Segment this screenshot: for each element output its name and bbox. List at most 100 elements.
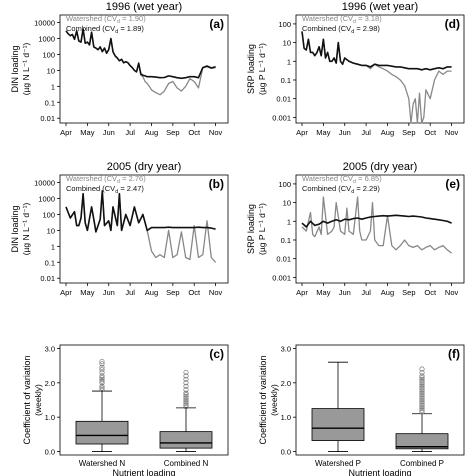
legend-combined: Combined (CVd = 2.29) [302, 184, 380, 195]
x-tick-label: Sep [402, 288, 415, 297]
box-outlier [419, 375, 425, 381]
box-outlier [99, 369, 105, 376]
box-outlier [99, 367, 105, 373]
y-axis-unit-label: (µg N L⁻¹ d⁻¹) [21, 203, 31, 256]
y-axis-unit-label: (µg N L⁻¹ d⁻¹) [21, 43, 31, 96]
y-axis-unit-label: (weekly) [269, 384, 279, 416]
box-outlier [419, 373, 425, 379]
box-outlier [419, 400, 425, 406]
x-tick-label: Jun [339, 288, 351, 297]
x-tick-label: Nov [209, 128, 223, 137]
x-tick-label: Jun [103, 288, 115, 297]
box-outlier [419, 387, 425, 393]
panel-c: (c) 0.0 1.0 2.0 3.0 Coefficient of variation(… [22, 344, 229, 476]
panel-a: 1996 (wet year) (a) 10000 1000 100 10 1 0.1 0.01… [10, 1, 229, 137]
box-iqr [159, 431, 213, 449]
y-tick-label: 3.0 [45, 344, 55, 353]
series-line-combined [65, 190, 216, 233]
box-outlier [419, 402, 425, 408]
box-outlier [419, 394, 425, 400]
box-outlier [99, 387, 105, 393]
panel-letter: (f) [448, 347, 460, 361]
box-outlier [99, 383, 105, 389]
y-tick-label: 1000 [38, 35, 55, 44]
panel-b: 2005 (dry year) (b) 10000 1000 100 10 1 0.1 0.01… [10, 161, 229, 297]
box-outlier [419, 406, 425, 412]
legend-watershed: Watershed (CVd = 6.85) [302, 174, 382, 185]
y-tick-label: 100 [278, 20, 291, 29]
y-axis-label: DIN loading [10, 45, 20, 92]
panel-title: 2005 (dry year) [343, 161, 418, 173]
y-axis-unit-label: (weekly) [33, 384, 43, 416]
y-tick-label: 0.1 [45, 98, 55, 107]
box-outlier [419, 378, 425, 384]
box-outlier [183, 390, 189, 396]
x-tick-label: Apr [60, 128, 72, 137]
box-outlier [183, 376, 189, 382]
x-tick-label: Jun [103, 128, 115, 137]
y-tick-label: 10 [47, 226, 55, 235]
y-tick-label: 0.1 [281, 236, 291, 245]
box-outlier [183, 380, 189, 386]
y-tick-label: 10 [47, 66, 55, 75]
box-outlier [419, 407, 425, 413]
x-tick-label: Jul [361, 288, 371, 297]
box-outlier [419, 369, 425, 376]
box-outlier [419, 390, 425, 396]
x-tick-label: Oct [188, 288, 201, 297]
y-axis-label: SRP loading [246, 204, 256, 254]
box-outlier [419, 397, 425, 403]
x-tick-label: May [80, 128, 94, 137]
box-outlier [419, 376, 425, 382]
x-tick-label: Jul [361, 128, 371, 137]
y-tick-label: 0.01 [40, 274, 55, 283]
panel-letter: (c) [209, 347, 224, 361]
x-tick-label: Aug [145, 288, 158, 297]
y-tick-label: 2.0 [45, 379, 55, 388]
box-outlier [183, 394, 189, 400]
x-tick-label: Nov [209, 288, 223, 297]
y-tick-label: 0.1 [45, 258, 55, 267]
box-outlier [419, 383, 425, 389]
y-tick-label: 1 [287, 217, 291, 226]
box-outlier [99, 376, 105, 382]
y-tick-label: 0.01 [276, 95, 291, 104]
box-outlier [99, 358, 105, 365]
box-iqr [395, 433, 449, 450]
plot-frame [295, 174, 465, 284]
y-tick-label: 100 [42, 210, 55, 219]
y-tick-label: 0.001 [272, 273, 291, 282]
box-outlier [419, 385, 425, 391]
box-outlier [183, 392, 189, 398]
box-iqr [75, 420, 129, 445]
box-outlier [419, 395, 425, 401]
y-axis-unit-label: (µg P L⁻¹ d⁻¹) [257, 203, 267, 255]
box-outlier [183, 369, 189, 376]
box-outlier [183, 399, 189, 405]
x-tick-label: May [80, 288, 94, 297]
y-tick-label: 100 [278, 180, 291, 189]
y-axis-label: SRP loading [246, 44, 256, 94]
x-tick-label: Sep [166, 128, 179, 137]
y-tick-label: 10000 [34, 19, 55, 28]
box-outlier [419, 409, 425, 415]
x-axis-label: Nutrient loading [348, 468, 411, 476]
x-category-label: Watershed N [79, 459, 126, 468]
y-tick-label: 10 [283, 199, 291, 208]
y-tick-label: 0.001 [272, 113, 291, 122]
box-outlier [419, 392, 425, 398]
box-outlier [183, 383, 189, 389]
plot-frame [59, 344, 229, 456]
y-tick-label: 0.1 [281, 76, 291, 85]
x-axis-label: Nutrient loading [112, 468, 175, 476]
y-tick-label: 0.0 [45, 448, 55, 457]
x-tick-label: Nov [445, 128, 459, 137]
panel-title: 1996 (wet year) [106, 1, 182, 13]
box-outlier [183, 402, 189, 408]
x-tick-label: Oct [424, 128, 437, 137]
panel-letter: (e) [445, 177, 460, 191]
x-tick-label: Apr [296, 288, 308, 297]
box-outlier [99, 364, 105, 370]
y-tick-label: 1 [51, 82, 55, 91]
plot-frame [295, 344, 465, 456]
